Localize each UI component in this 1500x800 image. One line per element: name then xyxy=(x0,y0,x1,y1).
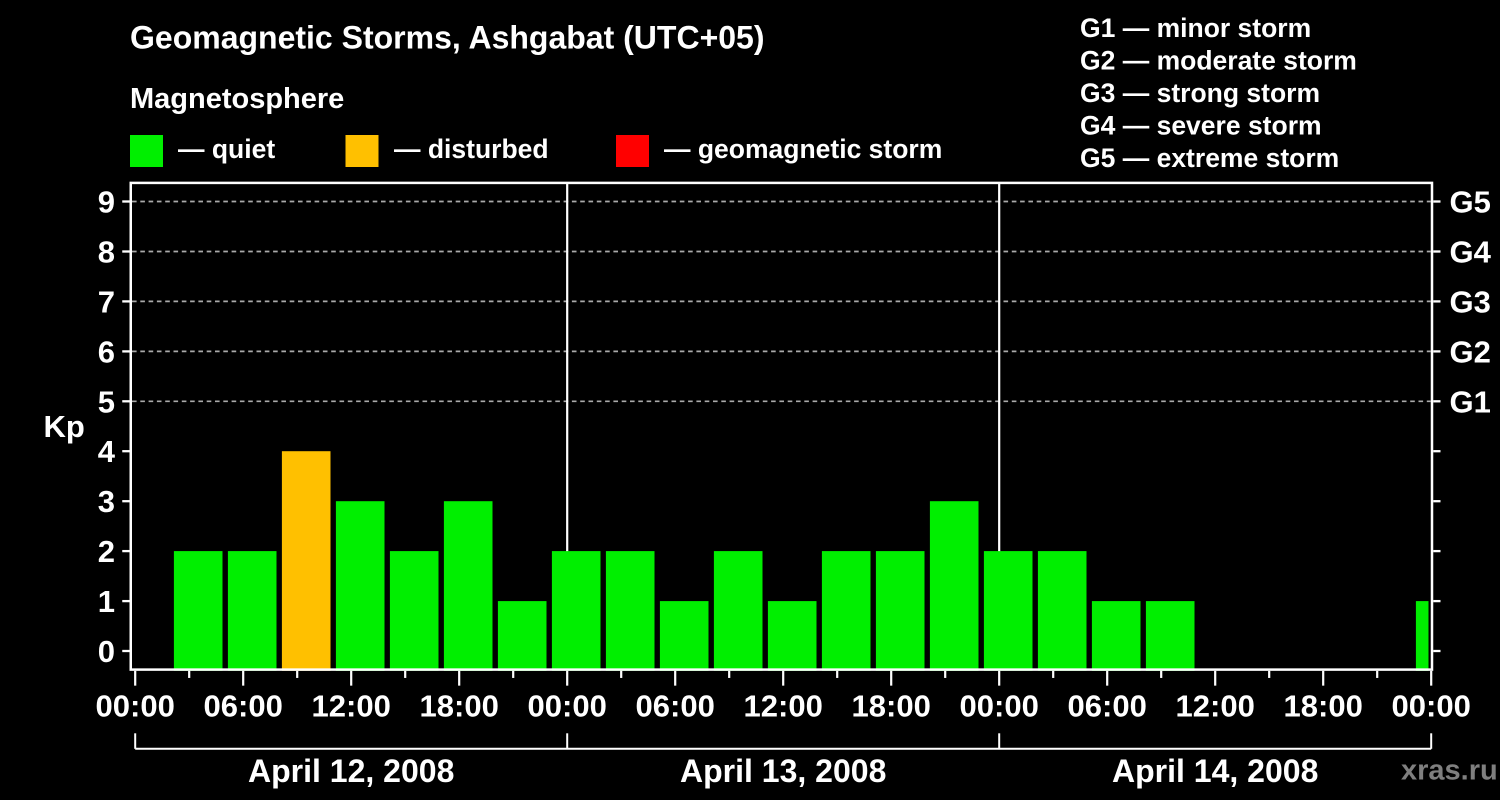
svg-text:Magnetosphere: Magnetosphere xyxy=(130,83,344,115)
svg-text:— disturbed: — disturbed xyxy=(394,134,549,164)
svg-text:6: 6 xyxy=(98,334,115,369)
svg-text:5: 5 xyxy=(98,384,115,419)
svg-text:G2: G2 xyxy=(1450,334,1491,369)
svg-text:12:00: 12:00 xyxy=(1176,689,1255,724)
svg-text:Geomagnetic Storms, Ashgabat (: Geomagnetic Storms, Ashgabat (UTC+05) xyxy=(130,20,765,56)
svg-text:18:00: 18:00 xyxy=(1284,689,1363,724)
svg-text:G4: G4 xyxy=(1450,235,1492,270)
svg-text:G3 — strong storm: G3 — strong storm xyxy=(1080,78,1320,108)
svg-text:18:00: 18:00 xyxy=(420,689,499,724)
svg-text:3: 3 xyxy=(98,484,115,519)
svg-text:06:00: 06:00 xyxy=(204,689,283,724)
svg-text:12:00: 12:00 xyxy=(744,689,823,724)
svg-text:7: 7 xyxy=(98,284,115,319)
svg-text:April 12, 2008: April 12, 2008 xyxy=(248,753,454,789)
svg-text:2: 2 xyxy=(98,534,115,569)
svg-text:G4 — severe storm: G4 — severe storm xyxy=(1080,111,1322,141)
svg-text:— geomagnetic storm: — geomagnetic storm xyxy=(664,134,942,164)
svg-text:0: 0 xyxy=(98,634,115,669)
svg-text:00:00: 00:00 xyxy=(960,689,1039,724)
svg-text:00:00: 00:00 xyxy=(1392,689,1471,724)
svg-text:G3: G3 xyxy=(1450,284,1491,319)
svg-text:G5: G5 xyxy=(1450,185,1491,220)
svg-text:G1 — minor storm: G1 — minor storm xyxy=(1080,13,1311,43)
svg-text:00:00: 00:00 xyxy=(96,689,175,724)
svg-text:xras.ru: xras.ru xyxy=(1401,755,1498,787)
svg-text:4: 4 xyxy=(98,434,116,469)
svg-text:12:00: 12:00 xyxy=(312,689,391,724)
svg-text:G5 — extreme storm: G5 — extreme storm xyxy=(1080,143,1339,173)
svg-text:18:00: 18:00 xyxy=(852,689,931,724)
svg-text:April 13, 2008: April 13, 2008 xyxy=(680,753,886,789)
svg-text:06:00: 06:00 xyxy=(636,689,715,724)
svg-text:00:00: 00:00 xyxy=(528,689,607,724)
svg-text:Kp: Kp xyxy=(44,409,85,444)
svg-text:8: 8 xyxy=(98,235,115,270)
svg-text:— quiet: — quiet xyxy=(178,134,275,164)
svg-text:G1: G1 xyxy=(1450,384,1491,419)
svg-text:April 14, 2008: April 14, 2008 xyxy=(1112,753,1318,789)
svg-text:9: 9 xyxy=(98,185,115,220)
svg-text:06:00: 06:00 xyxy=(1068,689,1147,724)
svg-text:G2 — moderate storm: G2 — moderate storm xyxy=(1080,46,1357,76)
svg-text:1: 1 xyxy=(98,584,115,619)
